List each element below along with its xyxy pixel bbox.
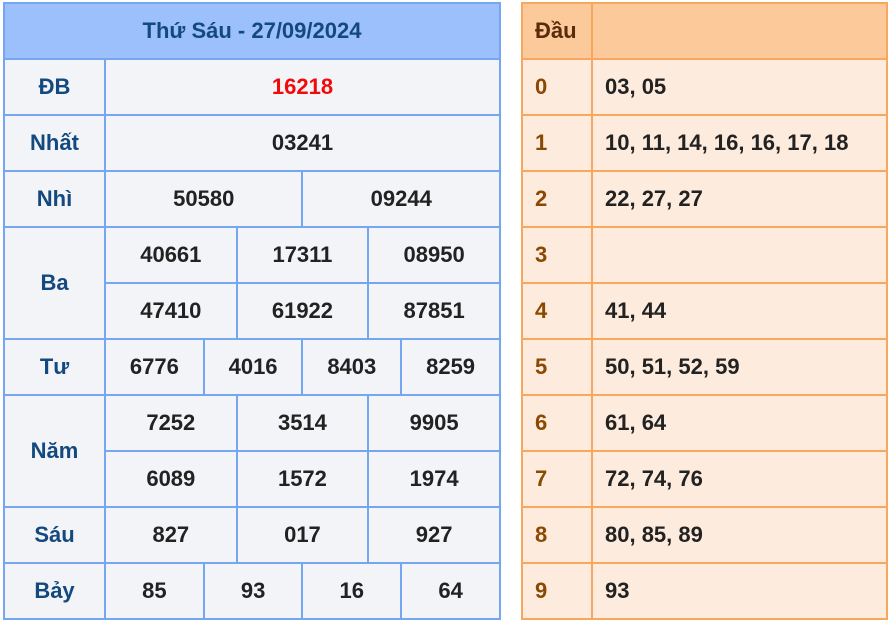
prize-label: Ba bbox=[3, 226, 106, 340]
loto-head: 7 bbox=[521, 450, 593, 508]
prize-number: 85 bbox=[104, 562, 205, 620]
loto-row: 4 41, 44 bbox=[521, 282, 888, 340]
prize-label: Tư bbox=[3, 338, 106, 396]
loto-header-label: Đầu bbox=[521, 2, 593, 60]
loto-row: 5 50, 51, 52, 59 bbox=[521, 338, 888, 396]
loto-head: 2 bbox=[521, 170, 593, 228]
prize-number: 8259 bbox=[400, 338, 501, 396]
loto-head: 5 bbox=[521, 338, 593, 396]
prize-row-sau: Sáu 827 017 927 bbox=[3, 506, 501, 564]
prize-row-tu: Tư 6776 4016 8403 8259 bbox=[3, 338, 501, 396]
special-prize-number: 16218 bbox=[104, 58, 501, 116]
prize-number: 927 bbox=[367, 506, 501, 564]
loto-tails: 10, 11, 14, 16, 16, 17, 18 bbox=[591, 114, 888, 172]
prize-number: 03241 bbox=[104, 114, 501, 172]
loto-tails: 80, 85, 89 bbox=[591, 506, 888, 564]
prize-number: 61922 bbox=[235, 282, 370, 340]
loto-tails: 50, 51, 52, 59 bbox=[591, 338, 888, 396]
prize-number: 64 bbox=[400, 562, 501, 620]
prize-row-nhat: Nhất 03241 bbox=[3, 114, 501, 172]
prize-row-nam: Năm 7252 3514 9905 bbox=[3, 394, 501, 508]
loto-head: 1 bbox=[521, 114, 593, 172]
prize-label: Bảy bbox=[3, 562, 106, 620]
loto-tails bbox=[591, 226, 888, 284]
loto-row: 9 93 bbox=[521, 562, 888, 620]
prize-number: 6089 bbox=[104, 450, 238, 508]
prize-number: 93 bbox=[202, 562, 304, 620]
loto-row: 2 22, 27, 27 bbox=[521, 170, 888, 228]
prize-number: 87851 bbox=[367, 282, 501, 340]
prize-row-db: ĐB 16218 bbox=[3, 58, 501, 116]
loto-row: 7 72, 74, 76 bbox=[521, 450, 888, 508]
loto-tails: 41, 44 bbox=[591, 282, 888, 340]
loto-row: 3 bbox=[521, 226, 888, 284]
prize-label: ĐB bbox=[3, 58, 106, 116]
prize-number: 47410 bbox=[104, 282, 238, 340]
prize-row-nhi: Nhì 50580 09244 bbox=[3, 170, 501, 228]
loto-head: 3 bbox=[521, 226, 593, 284]
prize-row-ba-2: 47410 61922 87851 bbox=[4, 282, 501, 340]
prize-label: Sáu bbox=[3, 506, 106, 564]
results-table: Thứ Sáu - 27/09/2024 ĐB 16218 Nhất 03241 N… bbox=[3, 2, 501, 620]
prize-number: 1572 bbox=[235, 450, 370, 508]
prize-number: 50580 bbox=[103, 170, 304, 228]
prize-number: 4016 bbox=[202, 338, 304, 396]
loto-row: 1 10, 11, 14, 16, 16, 17, 18 bbox=[521, 114, 888, 172]
prize-number: 16 bbox=[301, 562, 403, 620]
loto-head-table: Đầu 0 03, 05 1 10, 11, 14, 16, 16, 17, 18 … bbox=[521, 2, 888, 620]
prize-label: Nhì bbox=[3, 170, 106, 228]
loto-row: 6 61, 64 bbox=[521, 394, 888, 452]
prize-number: 6776 bbox=[104, 338, 205, 396]
prize-number: 08950 bbox=[367, 226, 501, 284]
loto-head: 4 bbox=[521, 282, 593, 340]
loto-tails: 61, 64 bbox=[591, 394, 888, 452]
prize-number: 17311 bbox=[235, 226, 370, 284]
prize-number: 8403 bbox=[301, 338, 403, 396]
prize-number: 3514 bbox=[235, 394, 370, 452]
prize-row-bay: Bảy 85 93 16 64 bbox=[3, 562, 501, 620]
loto-tails: 22, 27, 27 bbox=[591, 170, 888, 228]
prize-row-ba: Ba 40661 17311 08950 bbox=[3, 226, 501, 340]
loto-row: 0 03, 05 bbox=[521, 58, 888, 116]
loto-header-empty bbox=[591, 2, 888, 60]
loto-tails: 93 bbox=[591, 562, 888, 620]
prize-number: 09244 bbox=[301, 170, 501, 228]
prize-row-nam-2: 6089 1572 1974 bbox=[4, 450, 501, 508]
loto-head: 0 bbox=[521, 58, 593, 116]
prize-number: 017 bbox=[235, 506, 370, 564]
results-title: Thứ Sáu - 27/09/2024 bbox=[3, 2, 501, 60]
prize-number: 1974 bbox=[367, 450, 501, 508]
loto-tails: 03, 05 bbox=[591, 58, 888, 116]
loto-head: 8 bbox=[521, 506, 593, 564]
loto-head: 9 bbox=[521, 562, 593, 620]
prize-number: 7252 bbox=[104, 394, 238, 452]
loto-tails: 72, 74, 76 bbox=[591, 450, 888, 508]
loto-head: 6 bbox=[521, 394, 593, 452]
prize-label: Năm bbox=[3, 394, 106, 508]
loto-row: 8 80, 85, 89 bbox=[521, 506, 888, 564]
prize-label: Nhất bbox=[3, 114, 106, 172]
prize-number: 827 bbox=[104, 506, 238, 564]
prize-number: 9905 bbox=[367, 394, 501, 452]
prize-number: 40661 bbox=[104, 226, 238, 284]
